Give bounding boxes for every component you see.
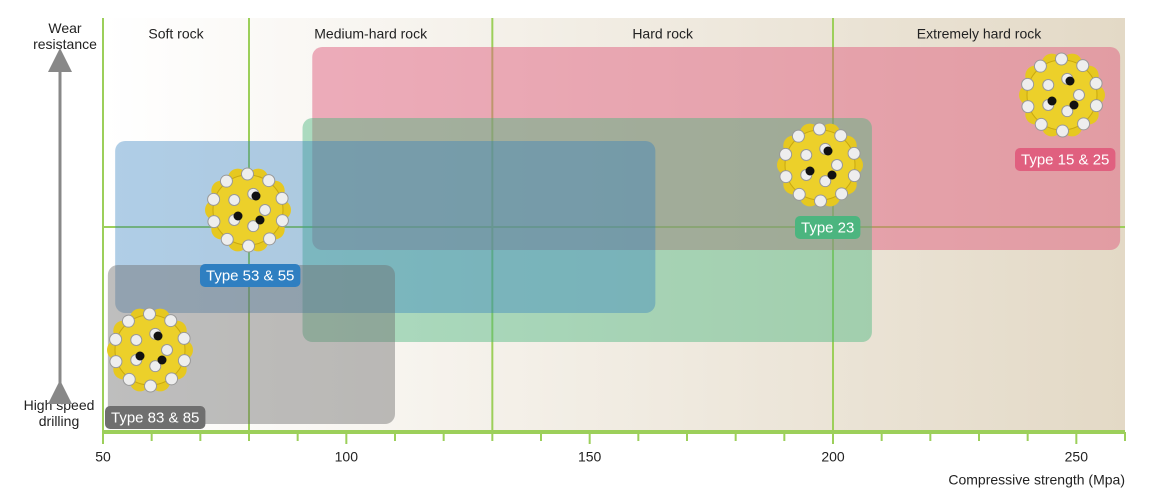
zone-label: Extremely hard rock	[917, 26, 1042, 42]
bit-button	[161, 344, 173, 356]
bit-button	[109, 355, 123, 369]
drill-bit-icon	[1019, 52, 1105, 138]
x-axis-label: Compressive strength (Mpa)	[948, 472, 1125, 488]
bit-button	[1033, 59, 1047, 73]
y-label-bottom: High speed drilling	[23, 397, 95, 429]
bit-button	[121, 314, 135, 328]
range-box	[302, 118, 872, 342]
range-box	[312, 47, 1121, 250]
bit-button	[1089, 99, 1103, 113]
bit-hole	[255, 215, 265, 225]
legend-pill	[795, 216, 861, 239]
bit-button	[247, 220, 260, 233]
legend-pill	[105, 406, 206, 429]
bit-button	[1034, 117, 1048, 131]
legend-label: Type 15 & 25	[1021, 151, 1109, 168]
legend-label: Type 53 & 55	[206, 267, 294, 284]
x-tick-label: 50	[95, 449, 111, 465]
bit-button	[779, 147, 793, 161]
bit-button	[275, 214, 289, 228]
bit-button	[165, 372, 179, 386]
zone-label: Medium-hard rock	[314, 26, 428, 42]
bit-button	[779, 170, 793, 184]
range-box	[107, 265, 395, 424]
bit-button	[275, 191, 289, 205]
bit-button	[207, 215, 221, 229]
bit-button	[835, 187, 849, 201]
zone-label: Soft rock	[148, 26, 204, 42]
bit-button	[177, 331, 191, 345]
bit-button	[1056, 124, 1070, 138]
bit-button	[1089, 76, 1103, 90]
legend-label: Type 83 & 85	[111, 409, 199, 426]
x-tick-label: 100	[335, 449, 359, 465]
bit-button	[1042, 79, 1055, 92]
legend-pill	[1015, 148, 1116, 171]
bit-hole	[233, 211, 243, 221]
bit-button	[1073, 89, 1085, 101]
bit-button	[142, 307, 156, 321]
bit-hole	[827, 170, 837, 180]
bit-button	[1054, 52, 1068, 66]
bit-button	[219, 174, 233, 188]
legend-label: Type 23	[801, 219, 854, 236]
x-tick-label: 200	[821, 449, 845, 465]
bit-button	[791, 129, 805, 143]
bit-button	[228, 194, 241, 207]
bit-button	[1076, 59, 1090, 73]
drill-bit-icon	[107, 307, 193, 393]
bit-button	[800, 149, 813, 162]
bit-hole	[805, 166, 815, 176]
bit-button	[819, 175, 832, 188]
bit-button	[1061, 105, 1074, 118]
bit-button	[207, 192, 221, 206]
bit-hole	[135, 351, 145, 361]
bit-hole	[1065, 76, 1075, 86]
drill-bit-icon	[205, 167, 291, 253]
bit-button	[144, 379, 158, 393]
bit-button	[242, 239, 256, 253]
bit-button	[834, 129, 848, 143]
bit-button	[149, 360, 162, 373]
bit-button	[109, 332, 123, 346]
bit-button	[240, 167, 254, 181]
bit-button	[812, 122, 826, 136]
bit-button	[259, 204, 271, 216]
bit-button	[262, 174, 276, 188]
bit-button	[831, 159, 843, 171]
bit-button	[814, 194, 828, 208]
zone-label: Hard rock	[632, 26, 694, 42]
bit-hole	[153, 331, 163, 341]
drill-bit-icon	[777, 122, 863, 208]
bit-hole	[157, 355, 167, 365]
bit-hole	[251, 191, 261, 201]
bit-button	[792, 187, 806, 201]
bit-button	[122, 372, 136, 386]
bit-button	[1077, 117, 1091, 131]
x-tick-label: 250	[1065, 449, 1089, 465]
bit-button	[1021, 77, 1035, 91]
bit-button	[847, 146, 861, 160]
bit-button	[130, 334, 143, 347]
bit-hole	[823, 146, 833, 156]
x-tick-label: 150	[578, 449, 602, 465]
bit-button	[220, 232, 234, 246]
bit-button	[1021, 100, 1035, 114]
bit-button	[177, 354, 191, 368]
legend-pill	[200, 264, 301, 287]
bit-button	[847, 169, 861, 183]
bit-button	[164, 314, 178, 328]
bit-hole	[1047, 96, 1057, 106]
bit-hole	[1069, 100, 1079, 110]
bit-button	[263, 232, 277, 246]
